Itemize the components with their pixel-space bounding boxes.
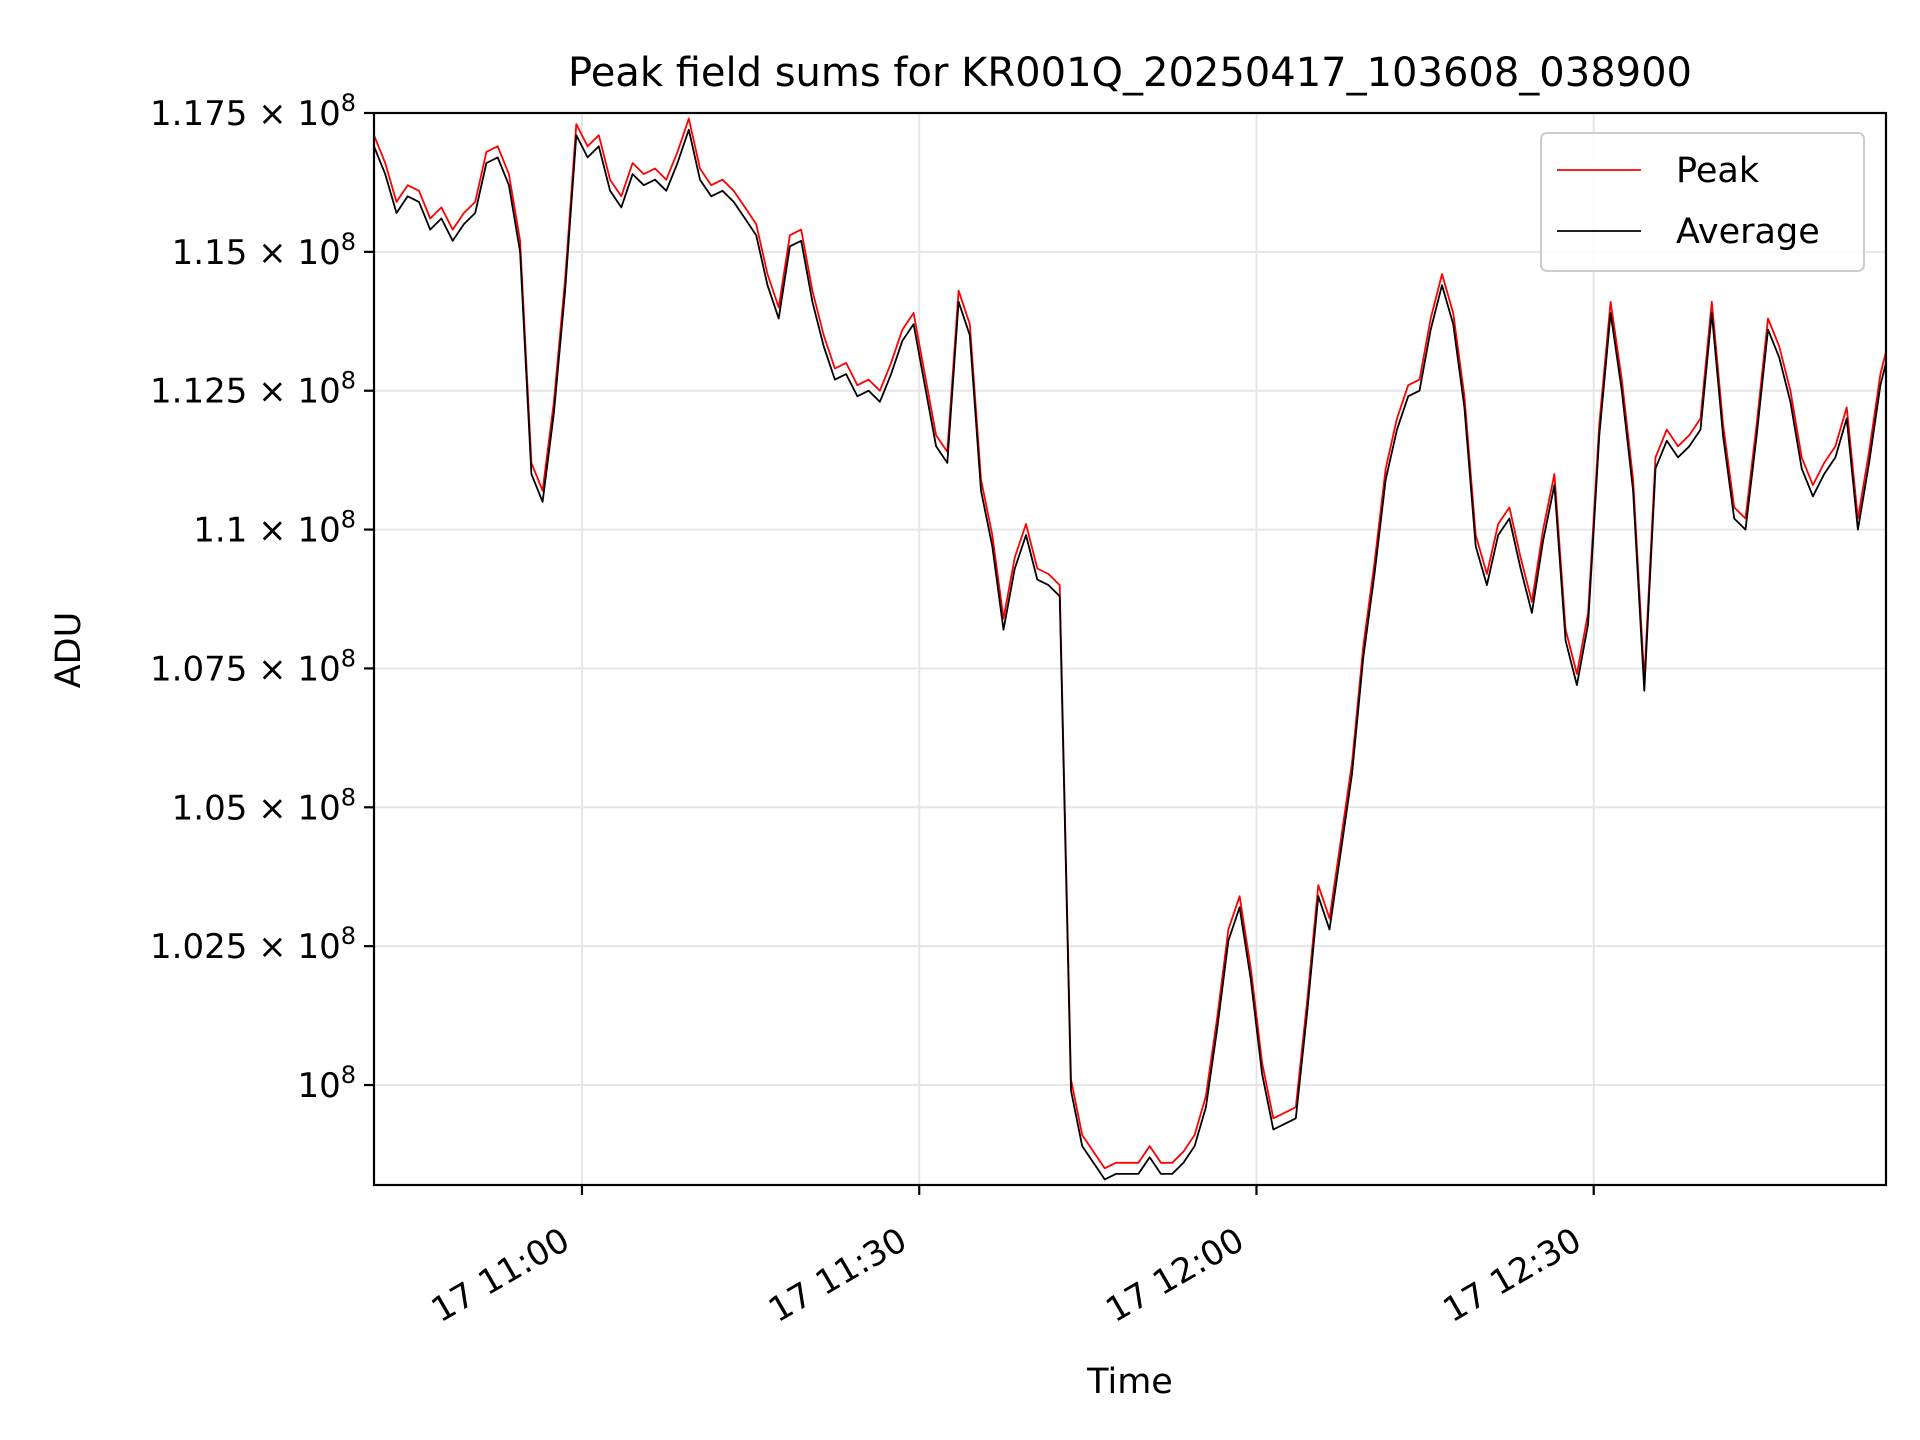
plot-frame <box>372 111 1888 1187</box>
y-tick-label: 108 <box>297 1061 356 1106</box>
legend: Peak Average <box>1540 132 1865 272</box>
y-tick-label: 1.025 × 108 <box>150 922 356 967</box>
x-axis: 17 11:00 17 11:30 17 12:00 17 12:30 <box>425 1185 1595 1331</box>
y-tick-label: 1.175 × 108 <box>150 89 356 134</box>
series-peak-line <box>374 117 1886 1170</box>
plot-area <box>374 117 1886 1181</box>
legend-label-peak: Peak <box>1676 151 1760 191</box>
legend-frame <box>1540 132 1865 272</box>
y-axis: 1.175 × 108 1.15 × 108 1.125 × 108 1.1 × 10… <box>150 89 374 1106</box>
y-tick-label: 1.075 × 108 <box>150 644 356 689</box>
chart-title: Peak field sums for KR001Q_20250417_1036… <box>568 50 1692 96</box>
y-tick-label: 1.05 × 108 <box>172 783 356 828</box>
x-tick-label: 17 11:00 <box>425 1220 577 1331</box>
y-tick-label: 1.1 × 108 <box>193 506 356 551</box>
y-tick-label: 1.125 × 108 <box>150 367 356 412</box>
series-average-line <box>374 128 1886 1181</box>
x-axis-label: Time <box>1086 1362 1173 1402</box>
x-tick-label: 17 12:30 <box>1437 1220 1589 1331</box>
legend-label-average: Average <box>1676 212 1820 252</box>
x-tick-label: 17 11:30 <box>762 1220 914 1331</box>
grid <box>374 112 1886 1185</box>
x-tick-label: 17 12:00 <box>1099 1220 1251 1331</box>
y-tick-label: 1.15 × 108 <box>172 228 356 273</box>
y-axis-label: ADU <box>49 612 89 689</box>
